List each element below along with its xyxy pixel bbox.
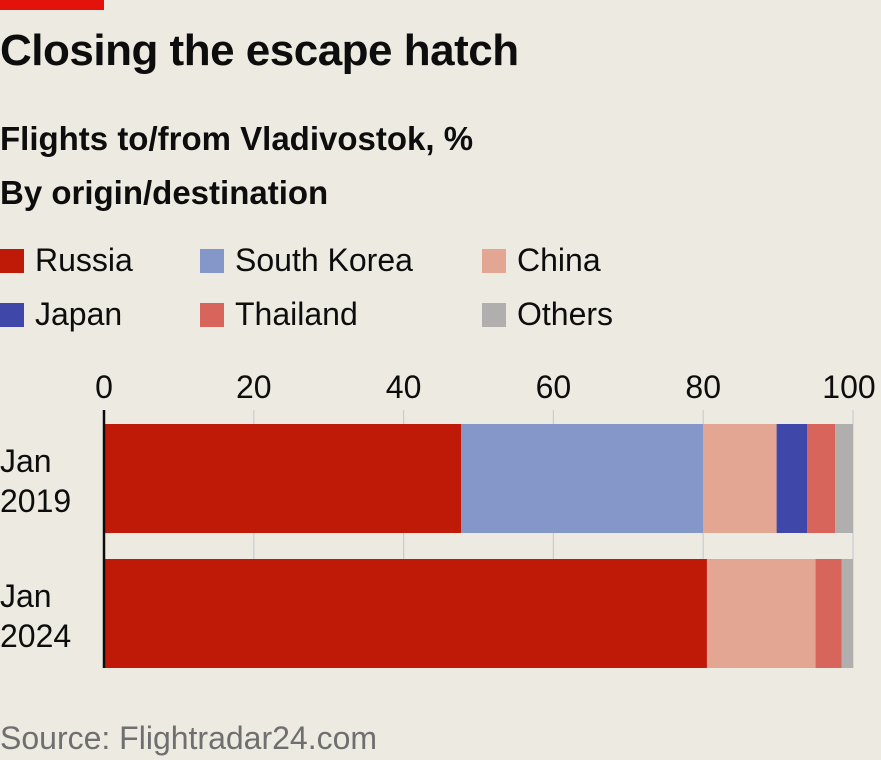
chart-title: Closing the escape hatch [0, 26, 519, 75]
x-tick-label: 100 [822, 369, 875, 405]
bar-segment-japan [776, 424, 808, 533]
bar-segment-others [835, 424, 853, 533]
bar-segment-russia [104, 559, 707, 668]
legend-label: Thailand [235, 296, 358, 332]
x-tick-label: 0 [95, 369, 113, 405]
legend-item-others: Others [482, 296, 613, 333]
bar-segment-russia [104, 424, 462, 533]
legend-label: Japan [35, 296, 123, 332]
bar-segment-china [706, 559, 816, 668]
brand-accent-bar [0, 0, 104, 10]
legend-label: Russia [35, 242, 133, 278]
bar-segment-south-korea [461, 424, 704, 533]
legend-item-japan: Japan [0, 296, 122, 333]
legend-item-thailand: Thailand [200, 296, 358, 333]
legend-label: Others [517, 296, 614, 332]
legend-swatch [482, 302, 506, 327]
x-tick-label: 60 [536, 369, 572, 405]
x-tick-label: 80 [685, 369, 721, 405]
legend-label: China [517, 242, 601, 278]
legend-swatch [482, 248, 506, 273]
legend-item-russia: Russia [0, 242, 133, 279]
x-tick-label: 40 [386, 369, 422, 405]
legend-swatch [200, 302, 224, 327]
subtitle-line-1: Flights to/from Vladivostok, % [0, 120, 474, 157]
chart-source: Source: Flightradar24.com [0, 720, 378, 756]
subtitle-line-2: By origin/destination [0, 174, 329, 211]
category-label: Jan 2024 [0, 578, 71, 654]
legend-item-south-korea: South Korea [200, 242, 413, 279]
legend-swatch [0, 248, 24, 273]
chart-legend: Russia South Korea China Japan Thailand Other… [0, 242, 700, 342]
bar-segment-others [841, 559, 853, 668]
legend-label: South Korea [235, 242, 413, 278]
legend-swatch [0, 302, 24, 327]
bar-segment-thailand [815, 559, 842, 668]
bar-segment-china [703, 424, 777, 533]
legend-item-china: China [482, 242, 601, 279]
x-tick-label: 20 [236, 369, 272, 405]
bar-segment-thailand [807, 424, 836, 533]
chart-subtitle: Flights to/from Vladivostok, % By origin… [0, 112, 473, 220]
category-label: Jan 2019 [0, 443, 71, 519]
legend-swatch [200, 248, 224, 273]
